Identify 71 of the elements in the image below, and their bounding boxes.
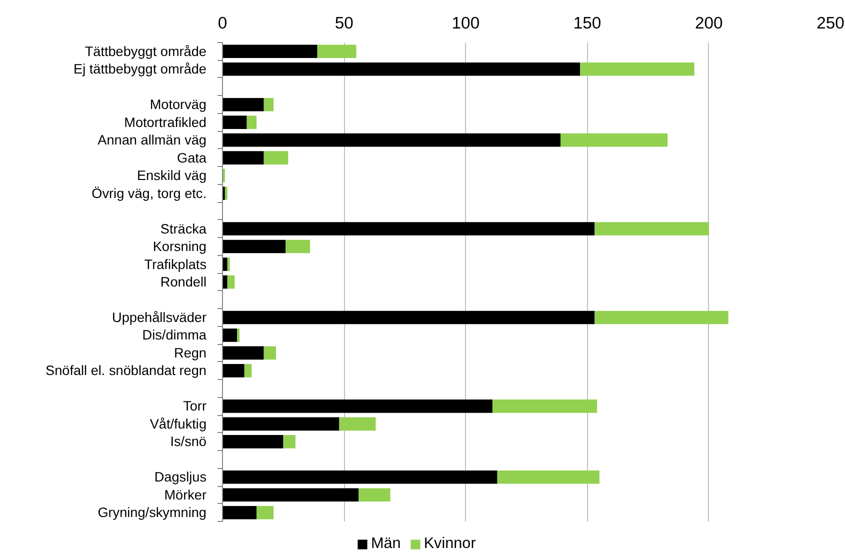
- bar: [222, 133, 561, 147]
- bar: [286, 240, 310, 254]
- bar: [222, 310, 595, 324]
- y-tick-label: Motortrafikled: [124, 114, 207, 130]
- bar: [227, 275, 235, 289]
- bar: [264, 346, 276, 360]
- bar: [339, 417, 376, 431]
- bar: [256, 506, 274, 520]
- bar: [222, 488, 359, 502]
- y-tick-label: Dis/dimma: [142, 328, 207, 343]
- bar: [594, 310, 728, 324]
- y-tick-label: Is/snö: [170, 434, 207, 450]
- x-tick-label: 50: [334, 14, 354, 32]
- y-tick-label: Ej tättbebyggt område: [74, 62, 207, 77]
- y-tick-label: Annan allmän väg: [98, 132, 207, 148]
- y-tick-label: Övrig väg, torg etc.: [92, 186, 207, 201]
- bar: [222, 328, 238, 342]
- bar: [222, 151, 264, 164]
- legend-label: Kvinnor: [424, 535, 476, 553]
- bar: [222, 435, 284, 448]
- y-tick-label: Snöfall el. snöblandat regn: [46, 363, 207, 378]
- y-tick-label: Uppehållsväder: [112, 310, 207, 325]
- y-tick-label: Enskild väg: [136, 168, 206, 184]
- y-tick-label: Torr: [183, 398, 207, 414]
- y-tick-label: Tättbebyggt område: [84, 44, 207, 59]
- x-tick-label: 100: [452, 14, 480, 32]
- bar: [224, 186, 228, 200]
- y-tick-label: Mörker: [164, 487, 207, 502]
- bar: [560, 133, 668, 147]
- y-tick-label: Trafikplats: [144, 256, 207, 272]
- bar: [222, 222, 595, 236]
- bar: [222, 470, 498, 484]
- bar: [227, 258, 230, 271]
- bar: [246, 116, 257, 129]
- y-tick-label: Regn: [174, 345, 206, 360]
- bar: [237, 328, 240, 342]
- bar: [222, 62, 580, 76]
- bar: [222, 364, 244, 378]
- x-tick-label: 200: [695, 14, 723, 32]
- bar: [264, 98, 274, 112]
- x-tick-label: 150: [573, 14, 602, 32]
- bar: [594, 222, 709, 236]
- legend-label: Män: [371, 535, 401, 553]
- bar: [492, 400, 598, 413]
- bar: [222, 258, 228, 271]
- y-tick-label: Motorväg: [150, 97, 207, 112]
- y-tick-label: Rondell: [160, 274, 207, 290]
- x-tick-label: 0: [218, 14, 228, 32]
- bar: [222, 116, 247, 129]
- bar: [222, 240, 286, 254]
- y-tick-label: Gata: [177, 150, 207, 166]
- bar: [222, 417, 340, 431]
- y-tick-label: Gryning/skymning: [98, 505, 207, 520]
- y-tick-label: Sträcka: [160, 221, 207, 236]
- bar: [283, 435, 296, 448]
- bar: [222, 400, 492, 413]
- y-tick-label: Våt/fuktig: [150, 416, 206, 432]
- bar: [222, 98, 264, 112]
- bar: [222, 275, 228, 289]
- bar: [317, 44, 356, 58]
- bar: [222, 506, 257, 520]
- bar: [580, 62, 694, 76]
- bar: [222, 44, 318, 58]
- bar: [358, 488, 390, 502]
- y-tick-label: Dagsljus: [154, 470, 207, 485]
- bar: [264, 151, 288, 164]
- x-tick-label: 250: [816, 14, 844, 32]
- y-tick-label: Korsning: [152, 239, 207, 254]
- bar: [244, 364, 252, 378]
- bar: [222, 346, 264, 360]
- bar: [497, 470, 600, 484]
